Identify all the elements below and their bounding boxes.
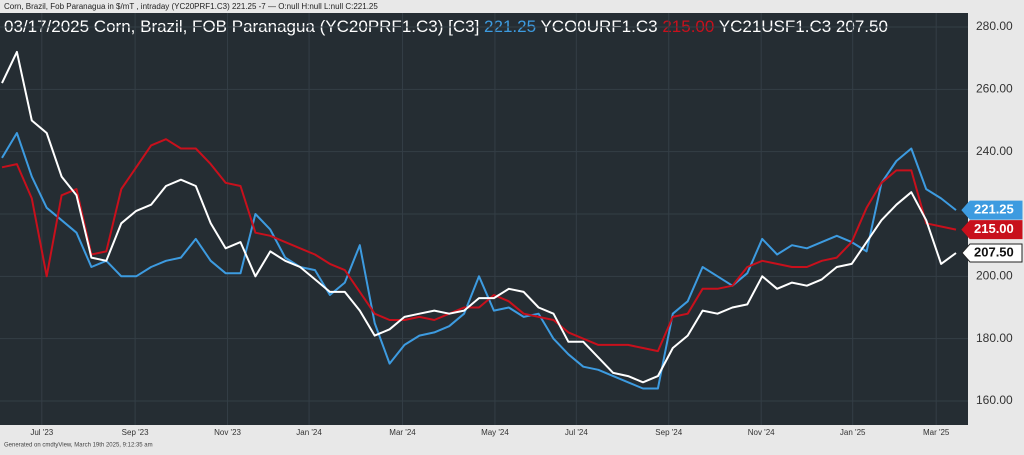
x-tick-label: Mar '24 xyxy=(389,428,416,437)
x-tick-label: Nov '24 xyxy=(748,428,775,437)
x-tick-label: Sep '23 xyxy=(122,428,149,437)
x-tick-label: Mar '25 xyxy=(923,428,950,437)
x-tick-label: Nov '23 xyxy=(214,428,241,437)
x-tick-label: Sep '24 xyxy=(655,428,682,437)
y-tick-label: 160.00 xyxy=(976,393,1013,407)
series-line xyxy=(1,50,957,384)
plot-area xyxy=(0,13,968,425)
price-badge xyxy=(961,200,1023,220)
y-tick-label: 240.00 xyxy=(976,144,1013,158)
price-label: 215.00 xyxy=(974,221,1014,236)
price-badge xyxy=(961,220,1023,240)
series-line xyxy=(1,138,957,353)
price-label: 207.50 xyxy=(974,244,1014,259)
header-text: Corn, Brazil, Fob Paranagua in $/mT , in… xyxy=(4,2,378,11)
y-tick-label: 200.00 xyxy=(976,269,1013,283)
footer-text: Generated on cmdtyView, March 19th 2025,… xyxy=(4,443,153,449)
x-tick-label: Jul '24 xyxy=(565,428,588,437)
x-tick-label: Jan '25 xyxy=(840,428,866,437)
price-badge xyxy=(961,243,1023,263)
price-label: 221.25 xyxy=(974,202,1014,217)
x-tick-label: May '24 xyxy=(481,428,509,437)
y-tick-label: 280.00 xyxy=(976,19,1013,33)
x-tick-label: Jan '24 xyxy=(296,428,322,437)
y-tick-label: 260.00 xyxy=(976,82,1013,96)
y-tick-label: 180.00 xyxy=(976,331,1013,345)
series-line xyxy=(1,132,957,390)
x-tick-label: Jul '23 xyxy=(30,428,53,437)
